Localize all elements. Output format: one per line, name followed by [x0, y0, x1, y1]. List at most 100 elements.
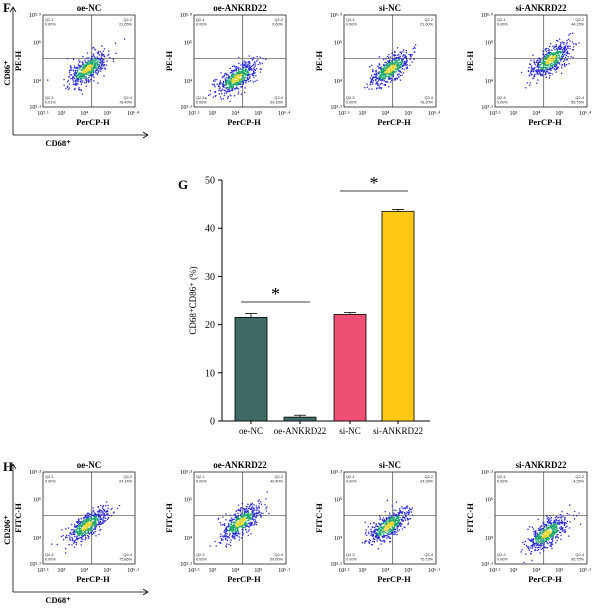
event-dot	[246, 75, 248, 77]
event-dot	[87, 517, 89, 519]
event-dot	[80, 69, 82, 71]
event-dot	[84, 539, 86, 541]
event-dot	[90, 72, 92, 74]
event-dot	[73, 88, 76, 91]
quadrant-q3-label: Q2-3	[196, 96, 204, 100]
event-dot	[225, 90, 227, 92]
event-dot	[237, 527, 239, 529]
event-dot	[548, 55, 550, 57]
event-dot	[543, 54, 545, 56]
event-dot	[77, 80, 80, 82]
event-dot	[531, 545, 534, 547]
event-dot	[558, 57, 560, 59]
event-dot	[243, 518, 245, 520]
event-dot	[253, 72, 255, 75]
event-dot	[388, 76, 391, 78]
event-dot	[389, 72, 391, 75]
event-dot	[74, 70, 77, 72]
event-dot	[94, 66, 96, 68]
event-dot	[70, 529, 72, 531]
event-dot	[260, 515, 262, 517]
event-dot	[83, 519, 85, 521]
event-dot	[73, 546, 76, 548]
event-dot	[549, 64, 551, 66]
event-dot	[378, 537, 380, 539]
event-dot	[248, 77, 250, 79]
event-dot	[75, 84, 77, 86]
event-dot	[242, 62, 244, 65]
event-dot	[260, 68, 262, 70]
event-dot	[387, 60, 389, 62]
event-dot	[229, 100, 231, 103]
event-dot	[390, 71, 392, 73]
event-dot	[398, 58, 400, 60]
event-dot	[225, 527, 227, 530]
event-dot	[380, 534, 382, 536]
event-dot	[566, 520, 568, 523]
event-dot	[399, 511, 401, 513]
event-dot	[540, 59, 542, 61]
event-dot	[550, 532, 552, 534]
event-dot	[368, 533, 370, 535]
event-dot	[393, 62, 395, 64]
event-dot	[78, 522, 81, 525]
event-dot	[551, 53, 553, 55]
event-dot	[88, 67, 90, 69]
event-dot	[379, 78, 381, 80]
event-dot	[401, 506, 403, 508]
event-dot	[87, 80, 90, 82]
event-dot	[389, 63, 391, 66]
event-dot	[371, 78, 374, 81]
event-dot	[95, 516, 97, 518]
event-dot	[538, 69, 540, 72]
event-dot	[546, 68, 548, 70]
event-dot	[551, 535, 553, 537]
event-dot	[248, 55, 250, 57]
y-axis-label: FITC-H	[13, 503, 23, 533]
event-dot	[391, 75, 393, 77]
event-dot	[550, 543, 553, 546]
event-dot	[240, 523, 242, 525]
event-dot	[395, 77, 397, 80]
event-dot	[225, 72, 227, 74]
event-dot	[253, 71, 255, 73]
event-dot	[401, 64, 404, 67]
event-dot	[402, 58, 404, 61]
event-dot	[240, 526, 242, 528]
event-dot	[87, 520, 89, 522]
event-dot	[76, 538, 79, 540]
event-dot	[536, 69, 538, 71]
event-dot	[544, 532, 547, 534]
quadrant-q1-label: 0.00%	[45, 23, 56, 27]
event-dot	[82, 73, 85, 75]
event-dot	[391, 505, 393, 507]
event-dot	[384, 520, 386, 522]
event-dot	[73, 73, 75, 75]
event-dot	[232, 525, 234, 527]
event-dot	[249, 524, 251, 526]
event-dot	[559, 56, 561, 58]
event-dot	[101, 53, 103, 55]
event-dot	[561, 530, 564, 532]
quadrant-q1-label: Q2-1	[497, 18, 505, 22]
event-dot	[87, 534, 89, 537]
quadrant-q4-label: Q2-4	[425, 96, 433, 100]
event-dot	[548, 56, 550, 58]
event-dot	[555, 531, 557, 533]
event-dot	[88, 57, 90, 59]
event-dot	[554, 57, 556, 59]
event-dot	[92, 521, 95, 523]
event-dot	[540, 529, 542, 532]
event-dot	[556, 529, 558, 532]
event-dot	[97, 57, 99, 60]
event-dot	[546, 62, 549, 64]
event-dot	[555, 58, 557, 60]
event-dot	[396, 62, 398, 65]
event-dot	[540, 543, 542, 545]
event-dot	[399, 522, 401, 524]
event-dot	[223, 531, 225, 533]
event-dot	[576, 515, 578, 517]
marker-y-arrowhead	[9, 6, 17, 13]
event-dot	[232, 78, 234, 80]
event-dot	[548, 61, 550, 63]
